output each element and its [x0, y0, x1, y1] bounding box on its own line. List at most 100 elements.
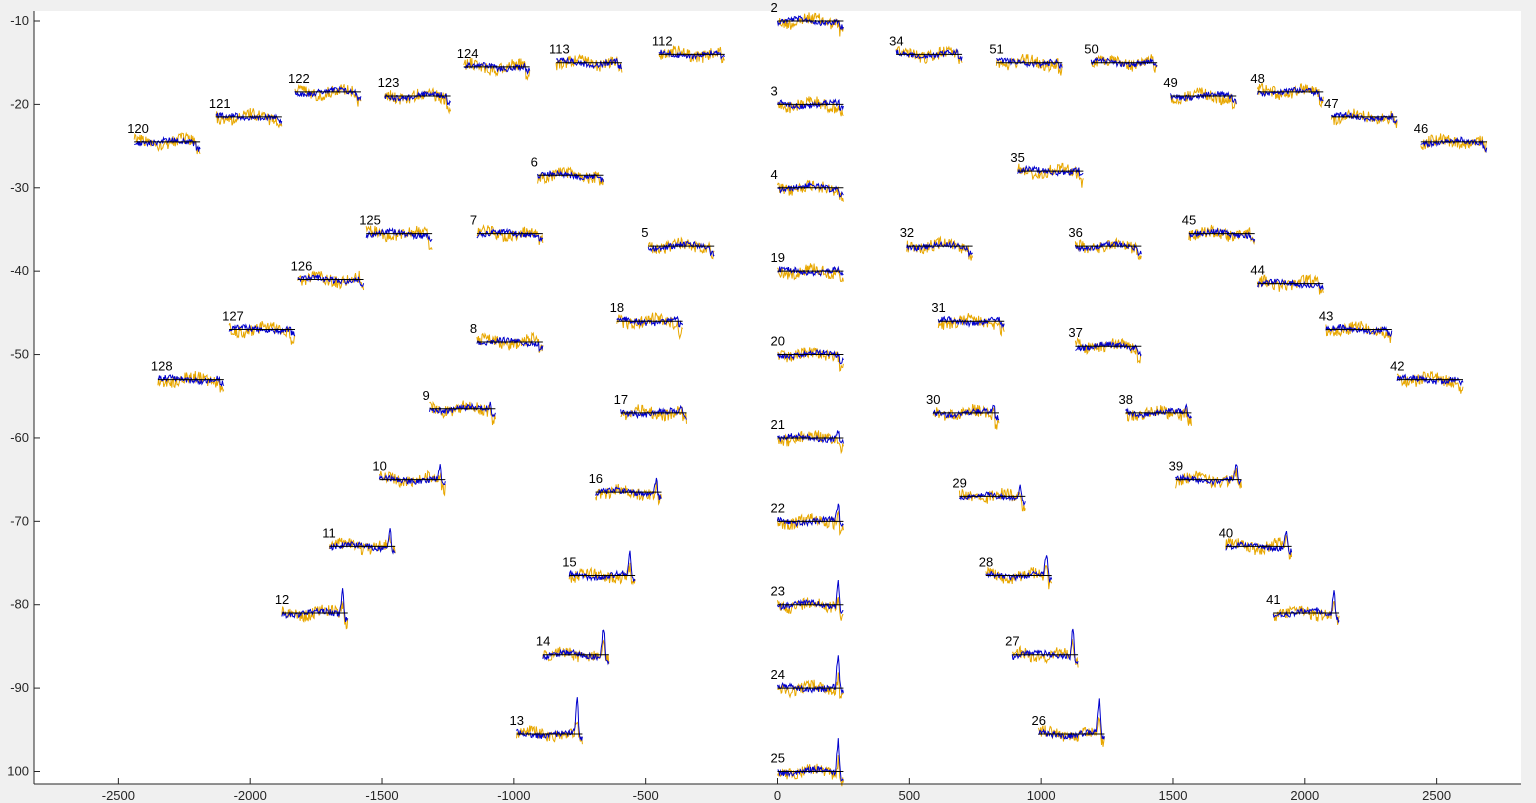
- channel-36: 36: [1068, 225, 1142, 261]
- channel-23: 23: [771, 579, 844, 621]
- trace-blue: [958, 484, 1026, 506]
- channel-label: 40: [1219, 525, 1233, 540]
- trace-orange: [384, 86, 452, 115]
- trace-orange: [328, 534, 396, 556]
- trace-blue: [777, 15, 844, 31]
- trace-blue: [365, 227, 433, 243]
- channel-15: 15: [562, 550, 636, 586]
- trace-blue: [777, 180, 844, 198]
- channel-113: 113: [549, 42, 623, 73]
- channel-31: 31: [931, 300, 1005, 337]
- channel-label: 43: [1319, 309, 1333, 324]
- channel-49: 49: [1163, 75, 1237, 110]
- channel-label: 18: [610, 300, 624, 315]
- channel-label: 112: [652, 33, 673, 48]
- channel-label: 28: [979, 555, 993, 570]
- channel-label: 123: [378, 75, 400, 90]
- trace-blue: [215, 112, 283, 125]
- trace-orange: [378, 469, 446, 497]
- trace-blue: [134, 135, 201, 152]
- channel-50: 50: [1084, 42, 1158, 73]
- channel-label: 19: [771, 250, 785, 265]
- channel-label: 127: [222, 309, 244, 324]
- channel-label: 16: [589, 471, 603, 486]
- channel-label: 21: [771, 417, 785, 432]
- trace-orange: [958, 487, 1026, 512]
- trace-blue: [777, 348, 844, 365]
- trace-blue: [777, 738, 844, 782]
- x-tick-label: -500: [633, 788, 659, 803]
- channel-label: 27: [1005, 634, 1019, 649]
- channel-14: 14: [536, 629, 610, 666]
- channel-22: 22: [771, 500, 844, 537]
- trace-blue: [996, 57, 1063, 70]
- channel-label: 7: [470, 213, 477, 228]
- channel-16: 16: [589, 471, 662, 506]
- trace-blue: [1256, 86, 1324, 102]
- trace-orange: [1188, 224, 1256, 245]
- y-tick-label: -40: [10, 263, 29, 278]
- trace-orange: [647, 236, 715, 260]
- trace-orange: [281, 601, 349, 630]
- y-tick-label: -50: [10, 347, 29, 362]
- channel-112: 112: [652, 33, 726, 64]
- channel-label: 121: [209, 96, 231, 111]
- trace-orange: [1012, 639, 1079, 668]
- channel-label: 32: [900, 225, 914, 240]
- trace-blue: [297, 274, 365, 288]
- trace-orange: [157, 370, 225, 393]
- channel-125: 125: [359, 213, 433, 250]
- channel-40: 40: [1219, 525, 1293, 560]
- channel-label: 22: [771, 500, 785, 515]
- channel-29: 29: [952, 475, 1026, 512]
- channel-121: 121: [209, 96, 283, 129]
- channel-4: 4: [771, 167, 844, 202]
- channel-label: 122: [288, 71, 310, 86]
- channel-label: 41: [1266, 592, 1280, 607]
- channel-37: 37: [1068, 325, 1142, 364]
- channel-label: 24: [771, 667, 785, 682]
- channel-19: 19: [771, 250, 844, 283]
- channel-128: 128: [151, 359, 225, 393]
- channel-label: 36: [1068, 225, 1082, 240]
- channel-label: 51: [989, 42, 1003, 57]
- channel-label: 25: [771, 750, 785, 765]
- trace-blue: [1175, 464, 1242, 487]
- trace-blue: [281, 588, 349, 622]
- channel-51: 51: [989, 42, 1063, 76]
- channel-label: 125: [359, 213, 381, 228]
- trace-blue: [777, 98, 844, 111]
- channel-28: 28: [979, 555, 1053, 590]
- channel-label: 113: [549, 42, 570, 57]
- axes-background: [34, 11, 1521, 784]
- channel-label: 31: [931, 300, 945, 315]
- channel-127: 127: [222, 309, 296, 345]
- trace-orange: [1325, 320, 1393, 343]
- x-tick-label: -2500: [102, 788, 135, 803]
- x-tick-label: 1000: [1027, 788, 1056, 803]
- trace-orange: [1169, 87, 1237, 110]
- trace-blue: [228, 323, 296, 337]
- channel-122: 122: [288, 71, 362, 107]
- y-tick-label: -80: [10, 597, 29, 612]
- x-tick-label: 500: [898, 788, 920, 803]
- channel-123: 123: [378, 75, 452, 115]
- channel-label: 46: [1414, 121, 1428, 136]
- y-tick-label: -70: [10, 513, 29, 528]
- x-tick-label: -2000: [234, 788, 267, 803]
- x-tick-label: -1000: [497, 788, 530, 803]
- channel-45: 45: [1182, 213, 1256, 245]
- x-tick-label: -1500: [365, 788, 398, 803]
- channel-label: 2: [771, 0, 778, 15]
- channel-label: 128: [151, 359, 173, 374]
- trace-blue: [595, 477, 662, 501]
- x-tick-label: 1500: [1159, 788, 1188, 803]
- channel-label: 15: [562, 555, 576, 570]
- channel-label: 4: [771, 167, 778, 182]
- trace-orange: [463, 58, 531, 81]
- trace-orange: [777, 430, 844, 455]
- channel-20: 20: [771, 334, 844, 372]
- channel-label: 37: [1068, 325, 1082, 340]
- channel-25: 25: [771, 738, 844, 787]
